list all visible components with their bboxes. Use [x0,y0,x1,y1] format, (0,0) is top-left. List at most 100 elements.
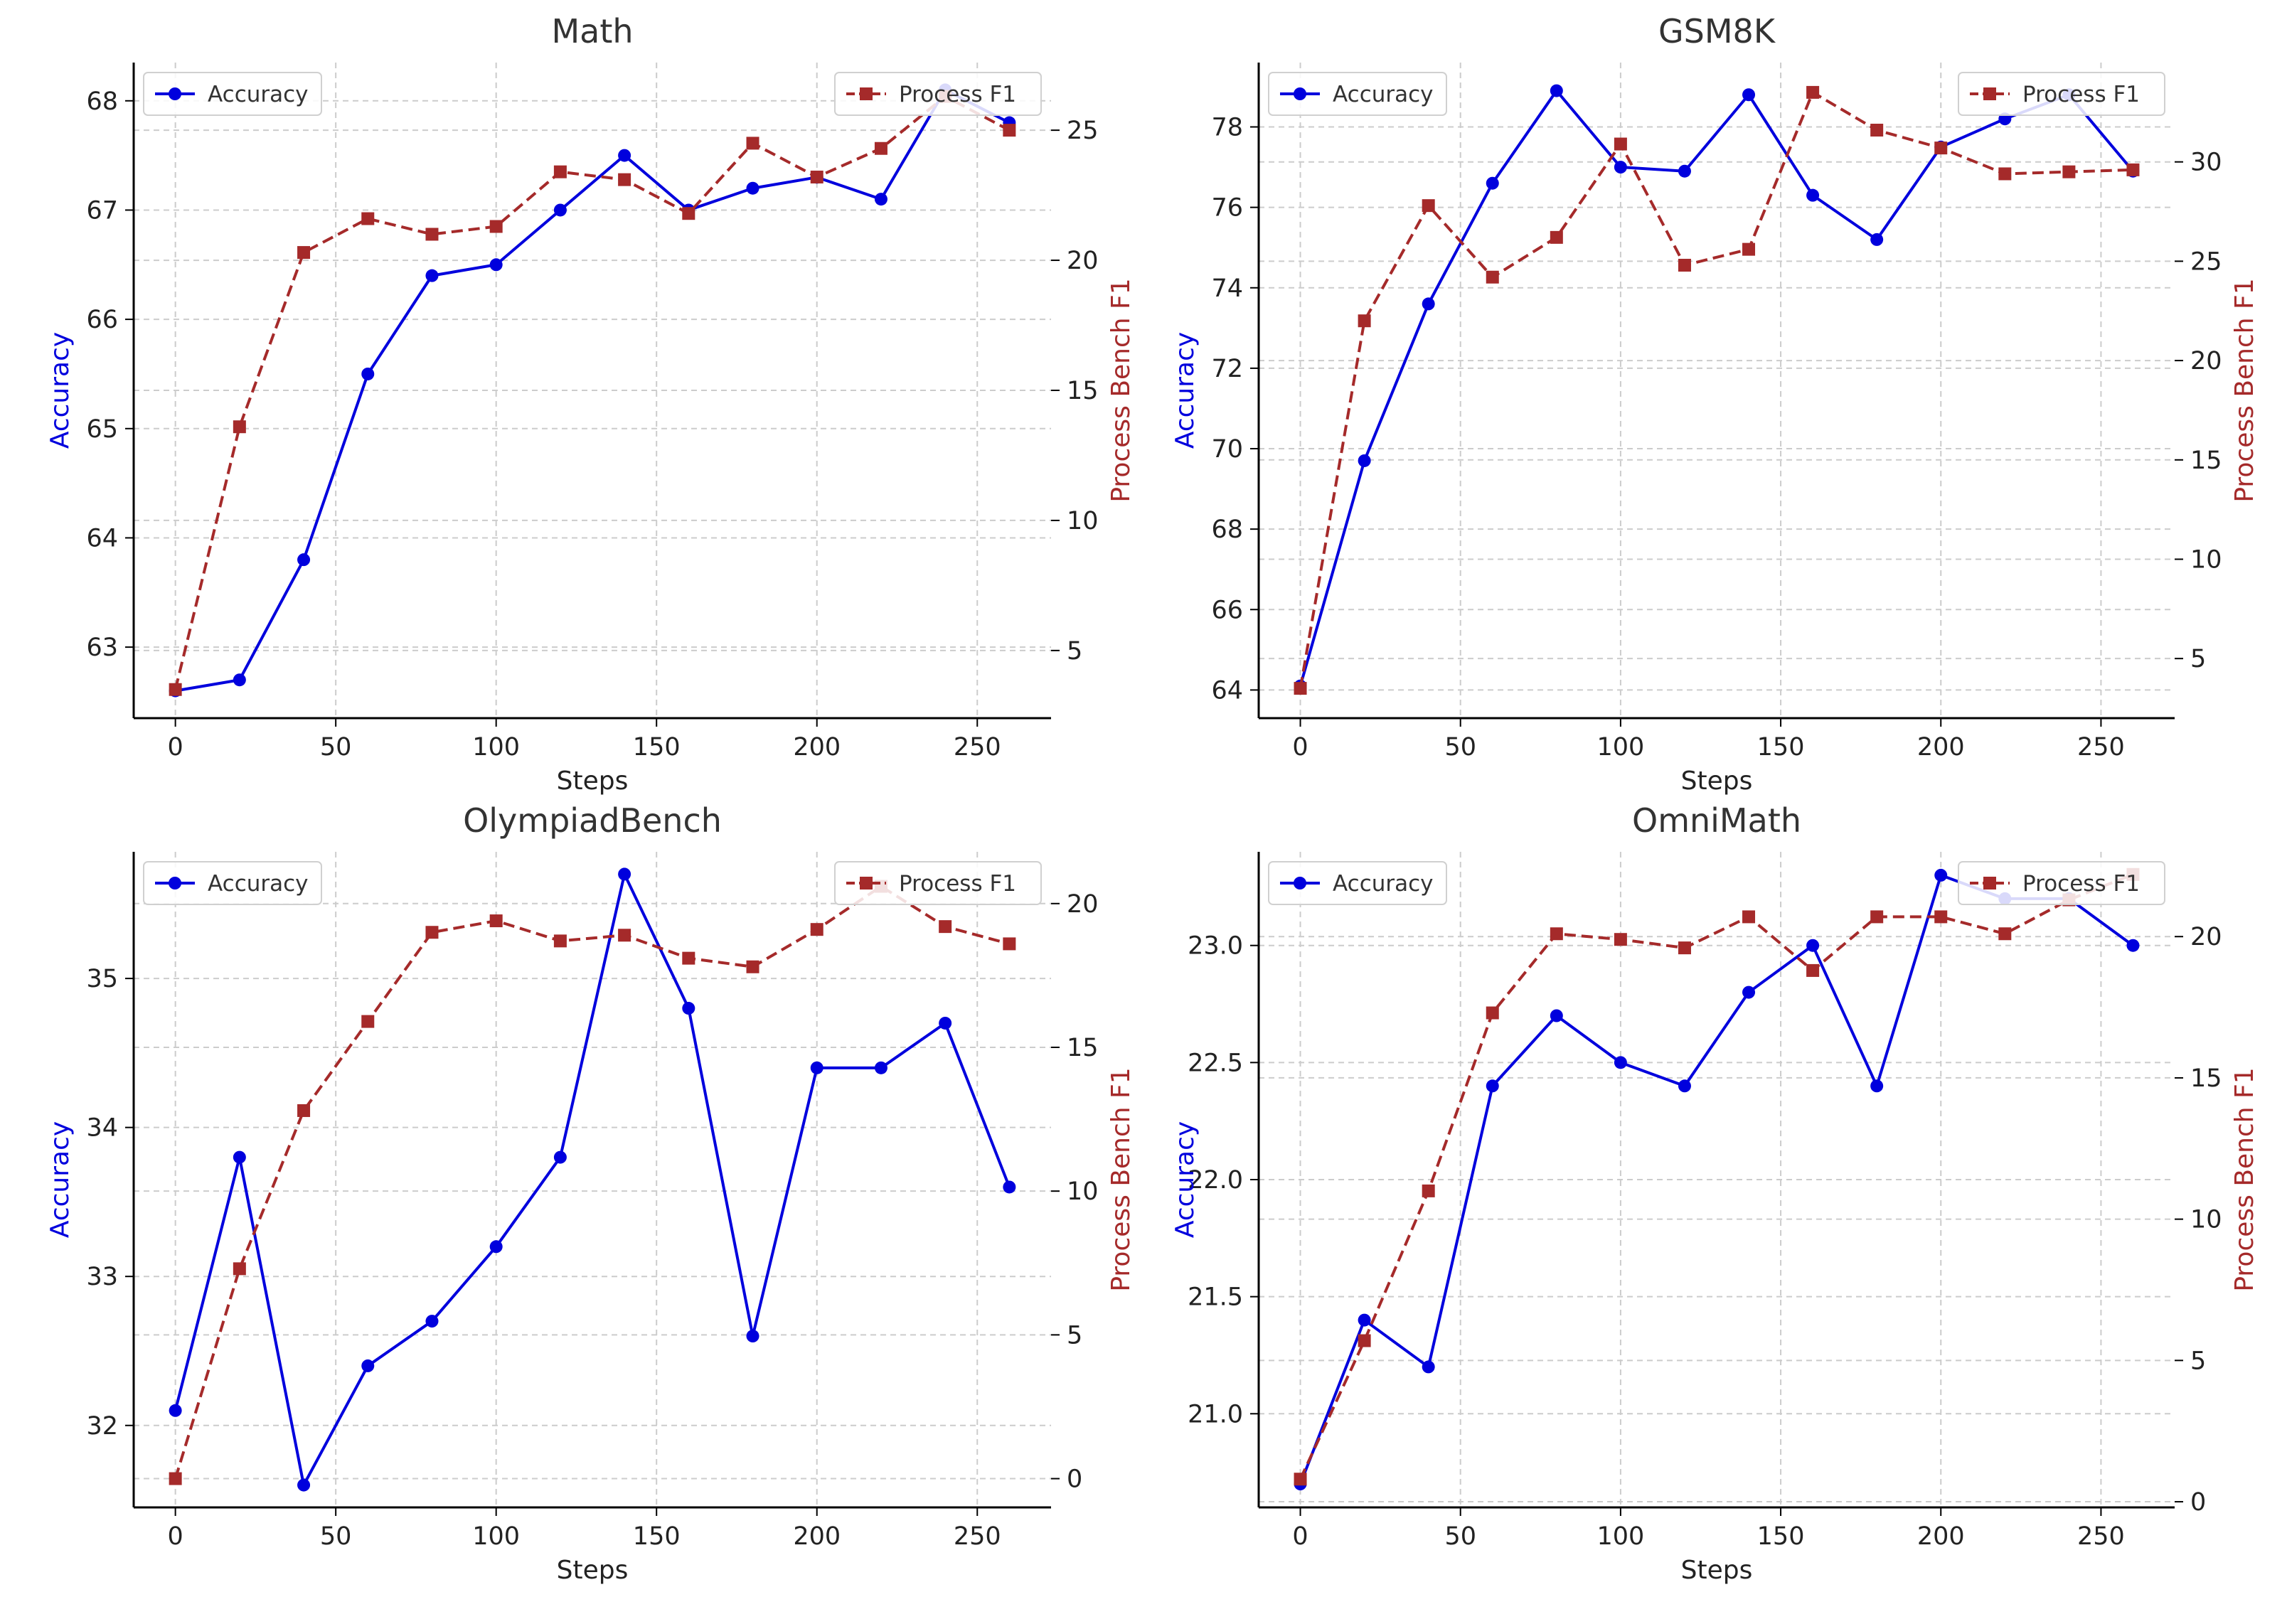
process-f1-data-point [1358,1334,1371,1347]
y2-axis-label: Process Bench F1 [1107,1067,1136,1291]
chart-panel-1: 0 50 100 150 200 250 63 64 65 66 67 68 5 10 15 20 25 Math… [46,12,1136,796]
process-f1-data-point [297,1104,311,1117]
y-tick-label: 35 [86,965,118,993]
process-f1-data-point [1870,910,1884,924]
accuracy-data-point [1678,164,1691,178]
y-tick-label: 34 [86,1114,118,1143]
y-tick-label: 21.0 [1188,1400,1243,1428]
y2-tick-label: 0 [2190,1488,2206,1517]
x-tick-label: 250 [954,1522,1001,1551]
y2-tick-label: 15 [2190,1064,2222,1093]
legend-process-f1: Process F1 [834,72,1042,116]
legend-label-accuracy: Accuracy [1333,82,1434,107]
x-tick-label: 100 [472,733,520,762]
process-f1-data-point [1486,1006,1499,1020]
x-tick-label: 0 [1292,1522,1308,1551]
chart-panel-2: 0 50 100 150 200 250 64 66 68 70 72 74 76 78 5 10 15 20 25… [1171,12,2259,796]
y-axis-label: Accuracy [1171,1121,1200,1238]
y-tick-label: 68 [86,87,118,116]
process-f1-data-point [1614,137,1627,151]
process-f1-data-point [233,420,246,434]
accuracy-data-point [233,1150,246,1164]
y2-axis-label: Process Bench F1 [2230,278,2259,502]
accuracy-data-point [746,1330,759,1343]
process-f1-data-point [425,228,439,241]
circle-marker-icon [169,877,181,890]
process-f1-data-point [1742,910,1756,924]
x-tick-label: 200 [1917,1522,1965,1551]
y2-tick-label: 20 [1067,247,1099,275]
x-tick-label: 200 [793,733,841,762]
accuracy-data-point [1486,1079,1499,1093]
process-f1-data-point [1678,941,1691,955]
legend-process-f1: Process F1 [834,861,1042,905]
y2-tick-label: 10 [1067,507,1099,535]
y-tick-label: 63 [86,634,118,662]
process-f1-data-point [1550,927,1563,941]
process-f1-data-point [1998,927,2012,941]
process-f1-data-point [682,207,695,220]
process-f1-data-point [1998,167,2012,181]
accuracy-data-point [233,673,246,687]
legend-box [1268,861,1447,905]
process-f1-data-point [1294,1473,1307,1486]
process-f1-data-point [1806,85,1820,99]
accuracy-series-line [175,88,1011,693]
x-tick-label: 0 [167,1522,183,1551]
process-f1-data-point [425,926,439,939]
accuracy-data-point [1678,1079,1691,1093]
legend-accuracy: Accuracy [143,72,322,116]
process-f1-data-point [618,929,631,942]
y-tick-label: 64 [86,524,118,552]
y-axis-label: Accuracy [46,1121,75,1238]
process-f1-data-point [1934,910,1948,924]
process-f1-data-point [489,914,503,928]
process-f1-data-point [553,165,567,178]
accuracy-data-point [746,181,759,195]
process-f1-data-point [746,960,759,973]
chart-title: OlympiadBench [463,801,722,840]
process-f1-data-point [297,246,311,260]
process-f1-data-point [233,1262,246,1276]
legend-accuracy: Accuracy [1268,861,1447,905]
x-tick-label: 50 [320,1522,352,1551]
y-tick-label: 23.0 [1188,932,1243,961]
process-f1-data-point [1422,1184,1435,1197]
y2-tick-label: 10 [1067,1177,1099,1206]
y-tick-label: 66 [86,306,118,334]
accuracy-data-point [425,1315,439,1328]
legend-box [834,861,1042,905]
legend-accuracy: Accuracy [1268,72,1447,116]
accuracy-data-point [1550,1009,1563,1022]
legend-label-process-f1: Process F1 [899,82,1016,107]
process-f1-data-point [939,920,952,934]
accuracy-data-point [1550,84,1563,97]
accuracy-data-point [1422,1360,1435,1374]
y-tick-label: 76 [1211,194,1243,223]
accuracy-data-point [1358,454,1371,467]
y-tick-label: 70 [1211,435,1243,464]
legend-process-f1: Process F1 [1958,861,2165,905]
x-tick-label: 50 [1444,733,1476,762]
y2-tick-label: 30 [2190,149,2222,177]
process-f1-data-point [1870,123,1884,137]
accuracy-data-point [1934,868,1948,882]
y2-tick-label: 25 [2190,247,2222,276]
accuracy-data-point [1806,939,1820,952]
square-marker-icon [860,877,873,890]
legend-box [1958,861,2165,905]
accuracy-data-point [1358,1313,1371,1327]
y2-tick-label: 15 [1067,377,1099,405]
process-f1-data-point [2062,165,2076,178]
legend-label-accuracy: Accuracy [208,871,309,897]
y-tick-label: 33 [86,1263,118,1291]
process-f1-data-point [1003,124,1016,137]
accuracy-data-point [361,367,375,380]
y2-tick-label: 20 [2190,923,2222,951]
y-tick-label: 67 [86,196,118,225]
square-marker-icon [1983,877,1996,890]
y2-tick-label: 5 [2190,1347,2206,1375]
process-f1-series-line [1299,872,2134,1480]
y2-tick-label: 20 [2190,347,2222,375]
process-f1-data-point [1422,199,1435,213]
